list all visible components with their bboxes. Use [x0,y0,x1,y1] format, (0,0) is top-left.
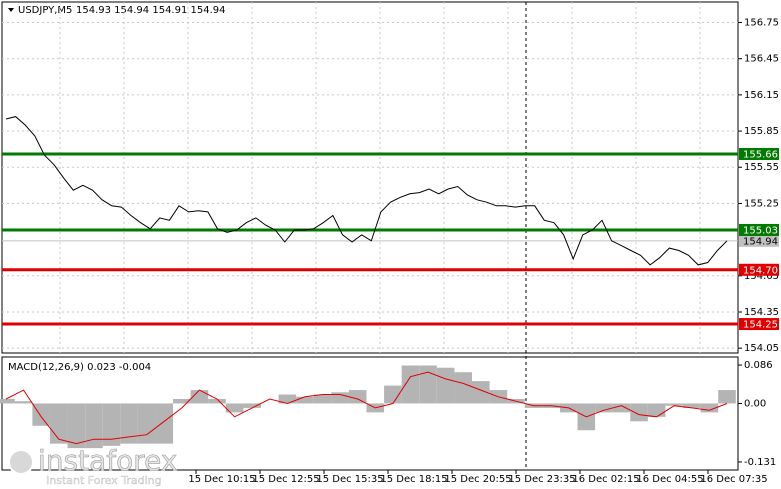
y-tick-label: 155.85 [744,126,779,137]
level-line-tag [739,318,779,331]
x-tick-label: 16 Dec 04:55 [636,474,703,485]
macd-bar [313,394,332,404]
macd-bar [630,403,648,422]
price-line [5,116,728,266]
macd-bar [102,403,121,446]
logo [8,449,34,475]
level-line-label: 155.03 [743,225,778,236]
macd-bar [454,372,473,404]
macd-bar [0,398,15,404]
macd-bar [296,396,314,404]
level-line-tag [739,147,779,160]
x-tick-label: 15 Dec 10:15 [188,474,255,485]
current-price-tag [739,234,779,247]
macd-bar [120,403,138,444]
x-tick-label: 16 Dec 02:15 [572,474,639,485]
level-line-label: 154.25 [743,320,778,331]
price-panel [1,1,739,354]
x-tick-label: 15 Dec 15:35 [316,474,383,485]
macd-bar [243,403,261,408]
signal-line [5,371,728,445]
macd-bar [612,403,631,413]
macd-bar [700,403,719,413]
collapse-icon [8,8,14,12]
symbol-title: USDJPY,M5 [18,5,72,16]
macd-bar [419,365,437,404]
brand: instaforex [38,444,177,477]
macd-bar [225,403,244,413]
y-tick-label: 154.35 [744,307,779,318]
macd-bar [155,403,174,444]
macd-bar [278,394,297,404]
macd-bar [331,392,349,404]
macd-bar [683,403,701,408]
current-price-label: 154.94 [743,236,778,247]
y-tick-label: 155.55 [744,162,779,173]
watermark: instaforex Instant Forex Trading [8,444,178,487]
y-tick-label: 154.05 [744,343,779,354]
y-tick-label: -0.131 [744,457,776,468]
y-tick-label: 155.25 [744,198,779,209]
macd-bar [384,385,402,404]
macd-bar [348,390,367,404]
macd-bar [208,398,226,404]
macd-title: MACD(12,26,9) 0.023 -0.004 [8,362,151,373]
macd-bar [472,381,490,404]
x-tick-label: 15 Dec 20:55 [444,474,511,485]
macd-bar [595,403,613,413]
macd-bar [14,401,33,404]
ohlc: 154.93 154.94 154.91 154.94 [76,5,226,16]
x-tick-label: 15 Dec 12:55 [252,474,319,485]
macd-bar [718,390,736,404]
macd-bar [32,403,50,426]
level-line-label: 155.66 [743,149,778,160]
y-tick-label: 156.45 [744,54,779,65]
x-tick-label: 16 Dec 07:35 [700,474,767,485]
macd-bar [85,403,103,449]
level-line-tag [739,263,779,276]
macd-bar [67,403,86,449]
macd-bar [401,365,420,404]
macd-bar [190,390,209,404]
x-tick-label: 15 Dec 23:35 [508,474,575,485]
level-line-tag [739,223,779,236]
y-tick-label: 0.00 [744,398,766,409]
macd-bar [49,403,68,444]
macd-bar [173,398,191,404]
macd-bar [137,403,156,444]
level-line-label: 154.70 [743,265,778,276]
y-tick-label: 156.15 [744,90,779,101]
macd-bar [665,403,684,406]
y-tick-label: 0.086 [744,360,773,371]
macd-bar [647,403,666,417]
y-tick-label: 156.75 [744,18,779,29]
y-tick-label: 154.65 [744,271,779,282]
x-tick-label: 15 Dec 18:15 [380,474,447,485]
tagline: Instant Forex Trading [46,474,162,487]
macd-bar [436,367,455,404]
